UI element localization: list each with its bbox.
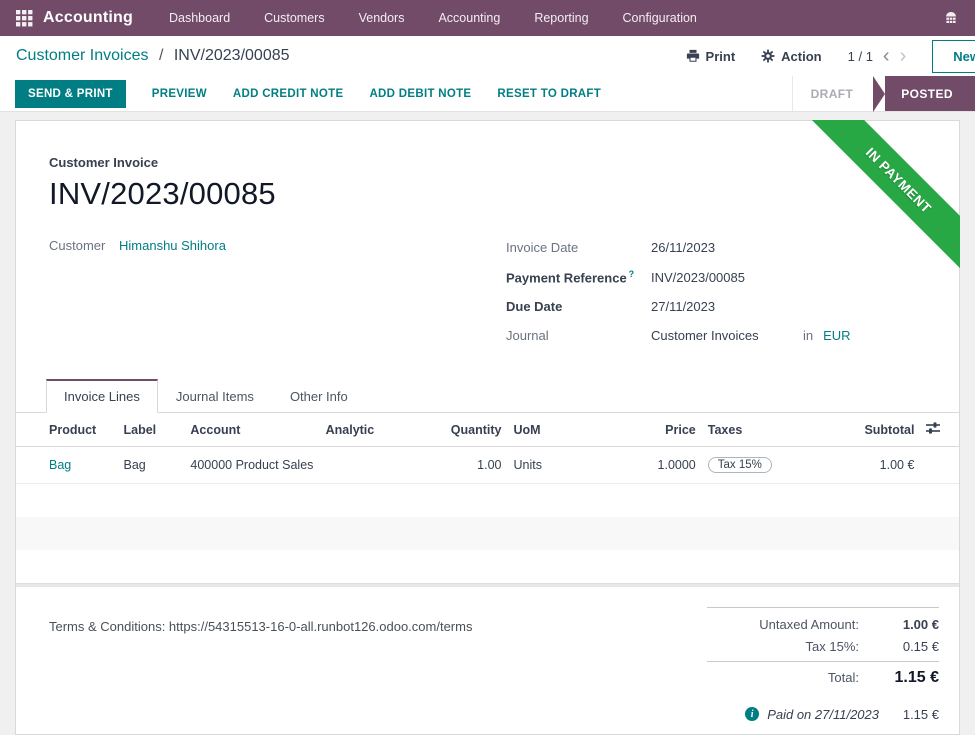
action-label: Action (781, 48, 822, 64)
col-uom: UoM (507, 413, 589, 448)
pager-value[interactable]: 1 / 1 (847, 48, 873, 64)
invoice-lines-table: Product Label Account Analytic Quantity … (16, 413, 959, 583)
apps-grid-icon[interactable] (16, 9, 33, 27)
paid-on-label: Paid on 27/11/2023 (767, 706, 879, 722)
total-value: 1.15 € (894, 668, 939, 686)
col-label: Label (117, 413, 185, 448)
table-bottom-divider (16, 582, 959, 587)
menu-customers[interactable]: Customers (264, 11, 325, 25)
control-panel: Customer Invoices / INV/2023/00085 Print (0, 36, 975, 76)
action-button[interactable]: Action (761, 48, 822, 64)
reset-to-draft-button[interactable]: RESET TO DRAFT (497, 87, 602, 100)
preview-button[interactable]: PREVIEW (151, 87, 207, 100)
printer-icon (686, 49, 699, 62)
line-label: Bag (117, 446, 185, 485)
pager-previous-icon[interactable]: ‹ (882, 45, 890, 67)
line-product-link[interactable]: Bag (16, 446, 118, 485)
print-label: Print (705, 48, 736, 64)
breadcrumb-separator: / (158, 47, 164, 64)
breadcrumb-current: INV/2023/00085 (173, 47, 290, 64)
invoice-line-row[interactable]: Bag Bag 400000 Product Sales 1.00 Units … (16, 446, 959, 485)
tab-invoice-lines[interactable]: Invoice Lines (46, 379, 158, 414)
breadcrumb-customer-invoices[interactable]: Customer Invoices (16, 47, 149, 64)
totals-divider (707, 660, 939, 662)
invoice-date-value: 26/11/2023 (651, 240, 716, 255)
pager: 1 / 1 ‹ › (848, 46, 907, 66)
add-credit-note-button[interactable]: ADD CREDIT NOTE (232, 87, 344, 100)
statusbar: SEND & PRINT PREVIEW ADD CREDIT NOTE ADD… (0, 76, 975, 112)
journal-label: Journal (506, 328, 549, 344)
line-uom: Units (507, 446, 589, 485)
col-subtotal: Subtotal (786, 413, 921, 448)
invoice-number-title: INV/2023/00085 (49, 176, 276, 211)
help-icon[interactable]: ? (628, 269, 635, 279)
add-debit-note-button[interactable]: ADD DEBIT NOTE (369, 87, 472, 100)
payment-reference-label: Payment Reference? (506, 269, 635, 286)
optional-columns-icon[interactable] (920, 413, 959, 448)
company-icon[interactable] (943, 10, 959, 26)
col-account: Account (184, 413, 320, 448)
menu-configuration[interactable]: Configuration (622, 11, 697, 25)
gear-icon (761, 49, 775, 63)
navbar-menu: Dashboard Customers Vendors Accounting R… (169, 11, 943, 25)
col-analytic: Analytic (319, 413, 445, 448)
col-taxes: Taxes (701, 413, 787, 448)
state-draft[interactable]: DRAFT (810, 86, 854, 101)
col-price: Price (588, 413, 702, 448)
totals-block: Untaxed Amount: 1.00 € Tax 15%: 0.15 € T… (707, 606, 939, 735)
table-header-row: Product Label Account Analytic Quantity … (16, 413, 959, 448)
terms-and-conditions: Terms & Conditions: https://54315513-16-… (49, 618, 473, 634)
customer-link[interactable]: Himanshu Shihora (119, 238, 226, 253)
top-navbar: Accounting Dashboard Customers Vendors A… (0, 0, 975, 36)
line-subtotal: 1.00 € (786, 446, 921, 485)
menu-dashboard[interactable]: Dashboard (169, 11, 231, 25)
payment-reference-value: INV/2023/00085 (651, 270, 745, 286)
menu-accounting[interactable]: Accounting (438, 11, 501, 25)
menu-reporting[interactable]: Reporting (534, 11, 589, 25)
untaxed-amount-label: Untaxed Amount: (759, 616, 859, 632)
send-and-print-button[interactable]: SEND & PRINT (15, 79, 126, 108)
empty-row (16, 516, 959, 550)
empty-row (16, 550, 959, 583)
print-button[interactable]: Print (686, 48, 736, 64)
line-price: 1.0000 (588, 446, 702, 485)
line-taxes: Tax 15% (701, 446, 787, 485)
tab-other-info[interactable]: Other Info (289, 389, 348, 405)
col-quantity: Quantity (444, 413, 508, 448)
content-area: IN PAYMENT Customer Invoice INV/2023/000… (0, 112, 975, 735)
new-button[interactable]: New (932, 39, 975, 73)
tab-journal-items[interactable]: Journal Items (175, 389, 254, 405)
due-date-label: Due Date (506, 299, 563, 315)
total-label: Total: (827, 669, 859, 685)
col-product: Product (16, 413, 118, 448)
menu-vendors[interactable]: Vendors (358, 11, 405, 25)
state-posted[interactable]: POSTED (873, 76, 975, 112)
document-type-label: Customer Invoice (49, 155, 159, 170)
tax-tag: Tax 15% (707, 457, 772, 474)
tax-label: Tax 15%: (805, 638, 859, 654)
invoice-date-label: Invoice Date (506, 240, 579, 255)
journal-value: Customer Invoices (651, 328, 759, 344)
journal-connector: in (803, 328, 814, 344)
paid-on-value: 1.15 € (902, 706, 939, 722)
state-widget: DRAFT POSTED (791, 76, 975, 112)
line-quantity: 1.00 (444, 446, 508, 485)
empty-row (16, 484, 959, 517)
pager-next-icon[interactable]: › (899, 45, 907, 67)
notebook-tabs: Invoice Lines Journal Items Other Info (16, 379, 959, 414)
tax-value: 0.15 € (902, 638, 939, 654)
customer-field-label: Customer (49, 238, 106, 253)
app-name[interactable]: Accounting (43, 9, 133, 26)
invoice-form-sheet: IN PAYMENT Customer Invoice INV/2023/000… (15, 120, 960, 735)
breadcrumb: Customer Invoices / INV/2023/00085 (16, 47, 290, 65)
untaxed-amount-value: 1.00 € (902, 616, 939, 632)
line-analytic (319, 446, 445, 485)
due-date-value: 27/11/2023 (651, 299, 716, 315)
line-account: 400000 Product Sales (184, 446, 320, 485)
currency-link[interactable]: EUR (823, 328, 851, 344)
info-icon[interactable]: i (745, 707, 760, 722)
